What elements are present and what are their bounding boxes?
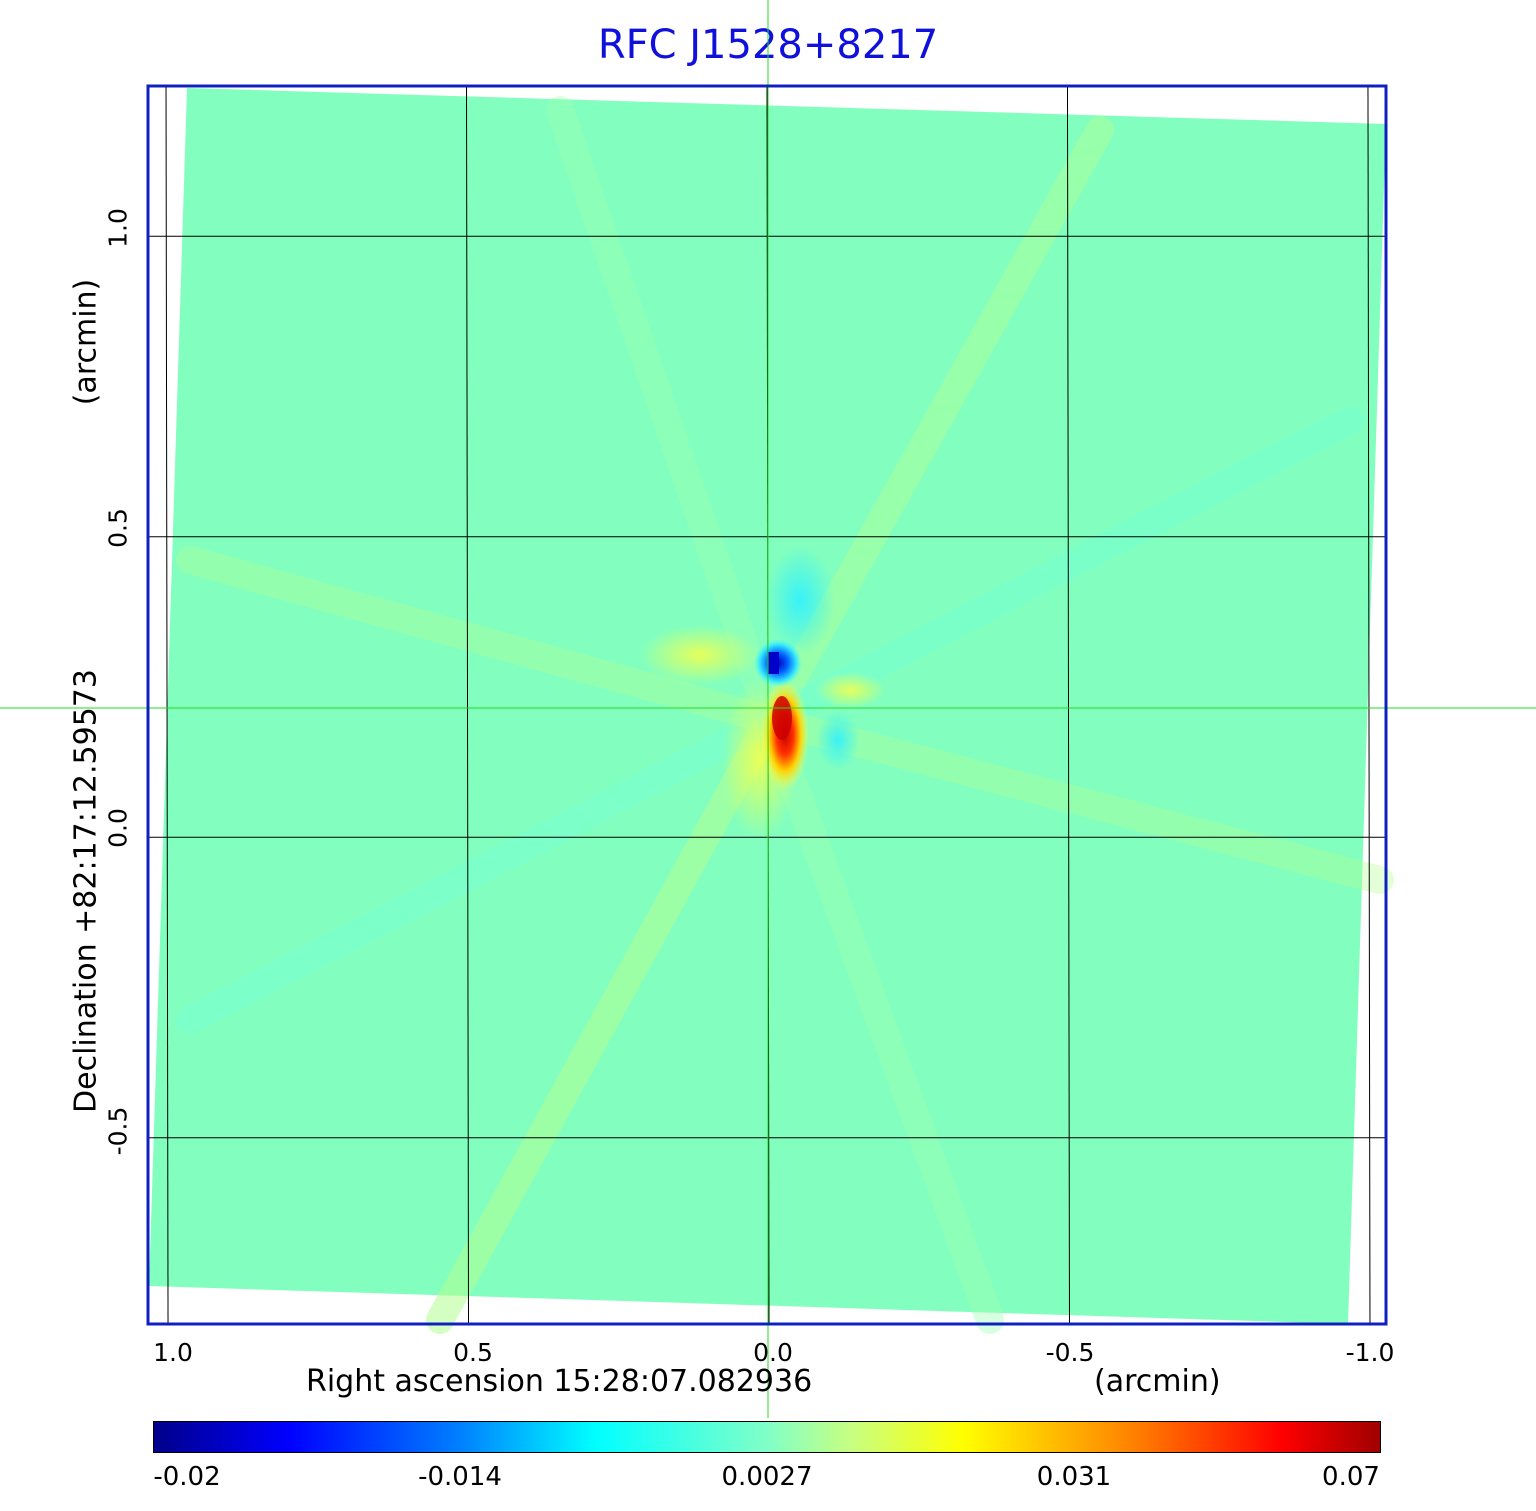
x-tick-label: 0.0 [753, 1338, 793, 1367]
colorbar-tick-label: 0.031 [1036, 1462, 1112, 1492]
y-tick-label: 0.0 [103, 808, 133, 848]
x-tick-label: -1.0 [1345, 1338, 1395, 1367]
colorbar-tick-label: -0.02 [153, 1462, 221, 1492]
x-tick-label: 0.5 [453, 1338, 493, 1367]
x-axis-label: Right ascension 15:28:07.082936 [306, 1364, 813, 1399]
x-axis-unit: (arcmin) [1094, 1364, 1221, 1399]
grid-line-ra [466, 85, 470, 1325]
y-tick-label: 0.5 [103, 508, 133, 548]
colorbar-tick-label: 0.0027 [721, 1462, 813, 1492]
y-tick-label: -0.5 [103, 1106, 133, 1156]
x-tick-label: -0.5 [1045, 1338, 1095, 1367]
y-axis-unit: (arcmin) [68, 278, 104, 406]
grid-line-ra [1066, 85, 1070, 1325]
grid-line-ra [1367, 85, 1371, 1325]
colorbar [153, 1421, 1381, 1453]
grid-line-ra [165, 85, 169, 1325]
colorbar-tick-label: -0.014 [418, 1462, 502, 1492]
x-tick-label: 1.0 [153, 1338, 193, 1367]
sidelobe-streaks [176, 96, 1394, 1334]
plot-frame [146, 84, 1388, 1326]
y-axis-label: Declination +82:17:12.59573 [68, 669, 104, 1113]
colorbar-tick-label: 0.07 [1322, 1462, 1380, 1492]
y-tick-label: 1.0 [103, 208, 133, 248]
